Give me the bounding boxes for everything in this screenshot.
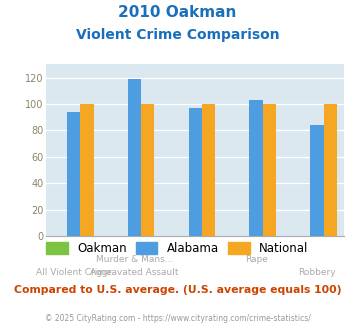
Text: Violent Crime Comparison: Violent Crime Comparison: [76, 28, 279, 42]
Bar: [250, 100, 263, 236]
Text: All Violent Crime: All Violent Crime: [36, 268, 111, 277]
Bar: [310, 125, 324, 236]
Bar: [324, 104, 337, 236]
Bar: [141, 104, 154, 236]
Bar: [80, 104, 94, 236]
Bar: [189, 108, 202, 236]
Text: Aggravated Assault: Aggravated Assault: [90, 268, 179, 277]
Bar: [128, 79, 141, 236]
Bar: [202, 104, 215, 236]
Text: 2010 Oakman: 2010 Oakman: [118, 5, 237, 20]
Legend: Oakman, Alabama, National: Oakman, Alabama, National: [42, 237, 313, 260]
Text: Murder & Mans...: Murder & Mans...: [96, 255, 173, 264]
Bar: [67, 112, 80, 236]
Text: Rape: Rape: [245, 255, 268, 264]
Text: Robbery: Robbery: [298, 268, 336, 277]
Text: Compared to U.S. average. (U.S. average equals 100): Compared to U.S. average. (U.S. average …: [14, 285, 341, 295]
Bar: [263, 104, 276, 236]
Text: © 2025 CityRating.com - https://www.cityrating.com/crime-statistics/: © 2025 CityRating.com - https://www.city…: [45, 314, 310, 323]
